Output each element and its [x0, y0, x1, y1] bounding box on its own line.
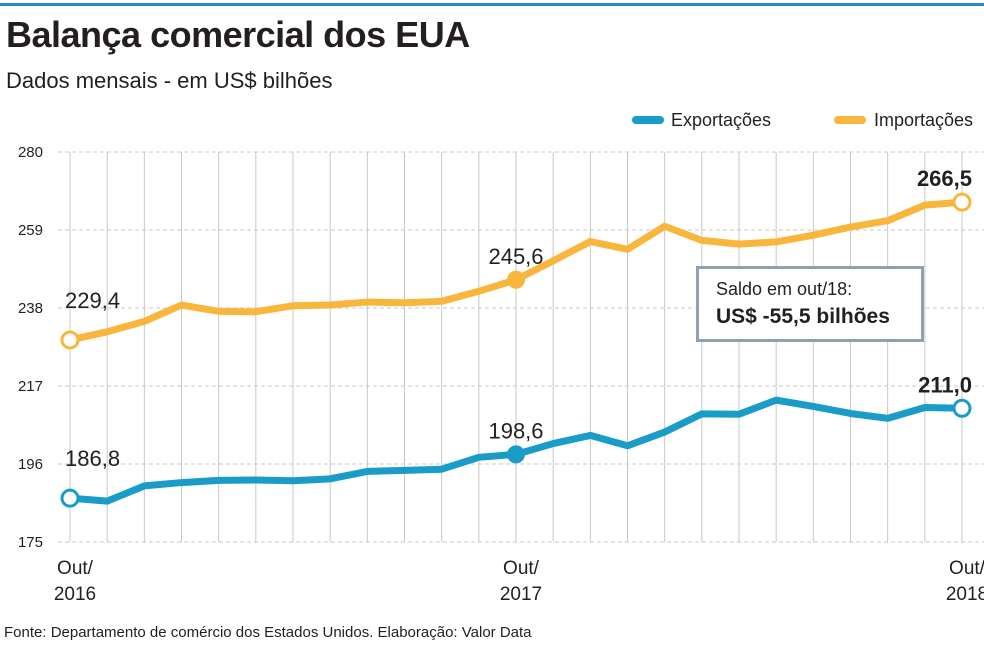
chart-title: Balança comercial dos EUA	[6, 14, 470, 55]
data-point-marker	[60, 488, 80, 508]
y-tick-label: 217	[18, 378, 43, 395]
y-tick-label: 238	[18, 300, 43, 317]
x-tick-label-month: Out/	[57, 558, 94, 579]
data-point-marker	[60, 330, 80, 350]
legend-label: Importações	[874, 110, 973, 130]
x-tick-label-year: 2017	[500, 584, 542, 605]
data-label: 198,6	[488, 418, 543, 443]
x-tick-label-year: 2016	[54, 584, 96, 605]
x-tick-label: Out/2018	[946, 558, 984, 605]
x-tick-label-month: Out/	[503, 558, 540, 579]
data-label: 211,0	[918, 372, 972, 397]
chart-subtitle: Dados mensais - em US$ bilhões	[6, 68, 333, 93]
data-label: 186,8	[65, 446, 120, 471]
y-tick-label: 259	[18, 222, 43, 239]
data-point-marker	[952, 398, 972, 418]
callout-value: US$ -55,5 bilhões	[716, 305, 890, 328]
data-point-marker	[507, 445, 525, 464]
legend-item-exports: Exportações	[632, 110, 771, 130]
data-label: 229,4	[65, 288, 120, 313]
data-label: 266,5	[917, 166, 972, 191]
legend-item-imports: Importações	[834, 110, 973, 130]
x-tick-label-month: Out/	[949, 558, 984, 579]
line-chart: 280259238217196175Out/2016Out/2017Out/20…	[18, 110, 984, 605]
data-label: 245,6	[488, 244, 543, 269]
y-tick-label: 175	[18, 534, 43, 551]
top-accent-rule	[0, 3, 984, 6]
y-tick-label: 196	[18, 456, 43, 473]
callout-label: Saldo em out/18:	[716, 279, 853, 299]
x-tick-label-year: 2018	[946, 584, 984, 605]
data-point-marker	[952, 192, 972, 212]
data-point-marker	[507, 270, 525, 289]
legend-label: Exportações	[671, 110, 771, 130]
y-tick-label: 280	[18, 144, 43, 161]
x-tick-label: Out/2017	[500, 558, 542, 605]
x-tick-label: Out/2016	[54, 558, 96, 605]
source-note: Fonte: Departamento de comércio dos Esta…	[4, 624, 532, 641]
balance-callout-box: Saldo em out/18: US$ -55,5 bilhões	[696, 266, 924, 342]
